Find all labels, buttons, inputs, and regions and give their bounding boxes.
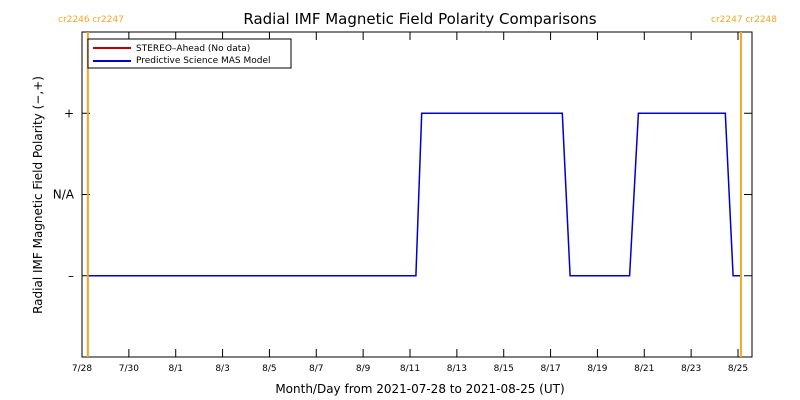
carrington-markers: cr2246 cr2247 cr2247 cr2248 — [58, 15, 777, 357]
carrington-marker-label: cr2246 cr2247 — [58, 15, 124, 25]
legend-box — [87, 38, 292, 69]
plot-frame — [81, 31, 753, 358]
y-tick-label: – — [68, 269, 74, 283]
x-tick-label: 8/1 — [168, 364, 182, 374]
y-tick-label: + — [64, 106, 74, 120]
x-tick-label: 8/5 — [262, 364, 276, 374]
legend-label-mas-model: Predictive Science MAS Model — [136, 56, 271, 66]
legend-label-stereo: STEREO–Ahead (No data) — [136, 44, 250, 54]
carrington-marker-label: cr2247 cr2248 — [711, 15, 777, 25]
x-tick-label: 7/28 — [72, 364, 92, 374]
y-axis-label: Radial IMF Magnetic Field Polarity (−,+) — [31, 76, 45, 314]
x-tick-label: 8/7 — [309, 364, 323, 374]
x-tick-label: 8/21 — [634, 364, 654, 374]
y-tick-label: N/A — [53, 188, 75, 202]
x-tick-label: 8/13 — [447, 364, 467, 374]
x-tick-label: 8/25 — [728, 364, 748, 374]
legend: STEREO–Ahead (No data) Predictive Scienc… — [87, 38, 292, 69]
chart-title: Radial IMF Magnetic Field Polarity Compa… — [243, 10, 596, 28]
x-tick-label: 8/3 — [215, 364, 229, 374]
x-tick-label: 7/30 — [119, 364, 139, 374]
axis-ticks: 7/28 7/30 8/1 8/3 8/5 8/7 8/9 8/11 8/13 8/15 8/17 8… — [53, 32, 752, 374]
x-tick-label: 8/17 — [540, 364, 560, 374]
series-lines — [88, 112, 740, 277]
x-tick-label: 8/23 — [681, 364, 701, 374]
x-tick-label: 8/15 — [494, 364, 514, 374]
x-tick-label: 8/11 — [400, 364, 420, 374]
x-tick-label: 8/19 — [587, 364, 607, 374]
x-tick-label: 8/9 — [356, 364, 371, 374]
series-line-1 — [88, 112, 740, 277]
x-axis-label: Month/Day from 2021-07-28 to 2021-08-25 … — [275, 382, 564, 396]
